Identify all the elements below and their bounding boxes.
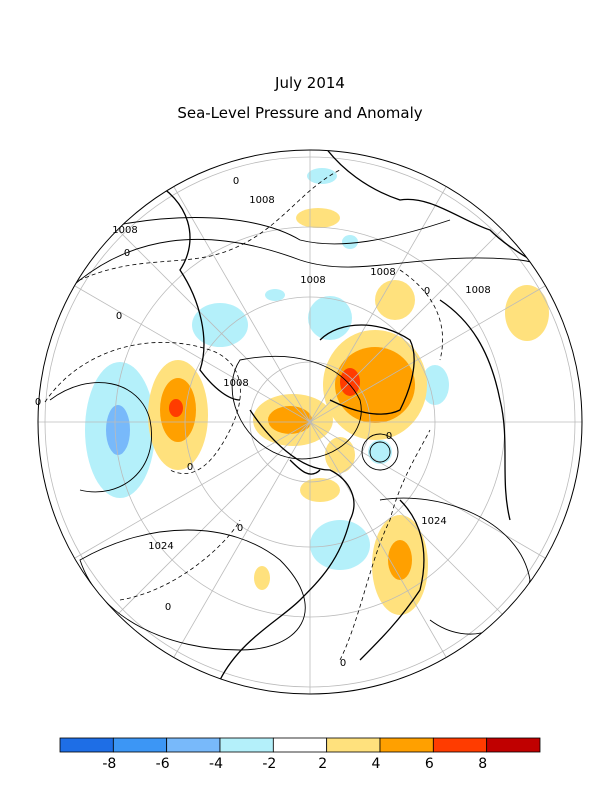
map-disc (38, 150, 582, 694)
colorbar-tick-label: -8 (102, 756, 116, 772)
contour-label: 0 (165, 602, 171, 613)
colorbar-swatch (326, 737, 381, 753)
map-border (37, 149, 583, 695)
colorbar-tick-label: 8 (478, 756, 487, 772)
colorbar-tick-label: 6 (425, 756, 434, 772)
contour-label: 0 (237, 523, 243, 534)
colorbar-swatch (112, 737, 168, 753)
graticule (38, 150, 582, 694)
contour-label: 1008 (249, 195, 274, 206)
colorbar-swatch (219, 737, 274, 753)
contour-label: 0 (386, 431, 392, 442)
colorbar-swatch (486, 737, 541, 753)
contour-label: 1024 (148, 541, 173, 552)
colorbar-tick-label: 2 (318, 756, 327, 772)
contour-label: 0 (424, 286, 430, 297)
contour-label: 1008 (223, 378, 248, 389)
anomaly-shading (85, 168, 549, 615)
contour-label: 0 (340, 658, 346, 669)
contour-label: 0 (187, 462, 193, 473)
colorbar: -8 -6 -4 -2 2 4 6 8 (59, 737, 541, 772)
contour-label: 0 (233, 176, 239, 187)
colorbar-tick-label: -4 (209, 756, 223, 772)
contour-label: 1008 (465, 285, 490, 296)
zero-anomaly-contours (44, 169, 443, 661)
contour-label: 0 (35, 397, 41, 408)
contour-label: 1008 (300, 275, 325, 286)
contour-label: 0 (116, 311, 122, 322)
colorbar-swatch (379, 737, 434, 753)
colorbar-swatch (59, 737, 114, 753)
contour-label: 1008 (112, 225, 137, 236)
subtitle: Sea-Level Pressure and Anomaly (177, 104, 422, 122)
colorbar-tick-label: 4 (372, 756, 381, 772)
contour-label: 1008 (370, 267, 395, 278)
colorbar-swatch (166, 737, 221, 753)
colorbar-swatch (432, 737, 488, 753)
contour-label: 0 (124, 248, 130, 259)
title: July 2014 (274, 74, 345, 92)
colorbar-tick-label: -6 (156, 756, 170, 772)
contour-label: 1024 (421, 516, 446, 527)
colorbar-swatch (272, 737, 328, 753)
colorbar-tick-label: -2 (262, 756, 276, 772)
contour-labels: 1008 1008 1008 1008 1008 1008 1024 1024 … (35, 176, 491, 669)
